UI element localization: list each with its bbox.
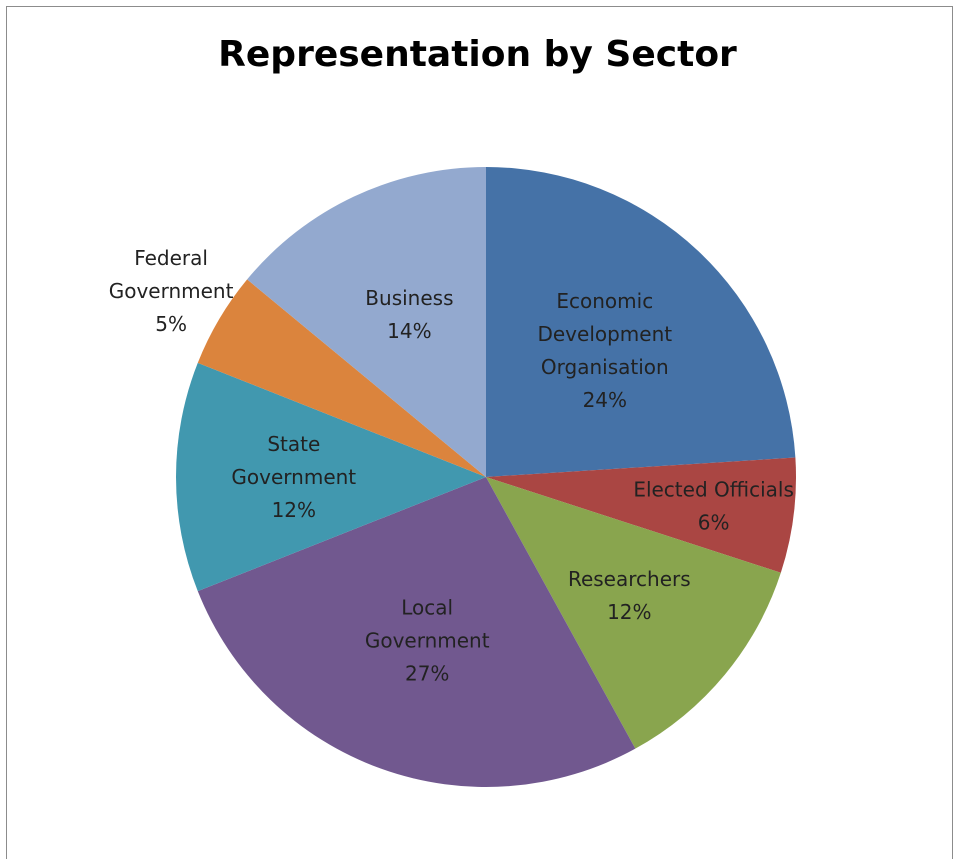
pie-label-business: Business 14%	[365, 286, 453, 343]
pie-label-line: Federal	[134, 246, 208, 270]
pie-slice-federal-government	[197, 279, 486, 477]
pie-label-line: Development	[537, 322, 672, 346]
pie-label-line: Business	[365, 286, 453, 310]
pie-label-economic-development-organisation: Economic Development Organisation 24%	[537, 289, 672, 412]
pie-label-state-government: State Government 12%	[231, 432, 356, 522]
pie-label-line: Local	[401, 595, 453, 619]
pie-label-percent: 14%	[387, 319, 431, 343]
pie-slice-elected-officials	[486, 457, 797, 573]
pie-slice-state-government	[176, 362, 486, 592]
pie-label-line: Government	[231, 465, 356, 489]
pie-label-percent: 12%	[607, 600, 651, 624]
pie-slice-economic-development-organisation	[486, 167, 796, 477]
pie-label-percent: 12%	[272, 498, 316, 522]
pie-labels: Economic Development Organisation 24% Electe…	[109, 246, 794, 686]
pie-label-elected-officials: Elected Officials 6%	[633, 477, 794, 534]
pie-label-line: Economic	[556, 289, 653, 313]
pie-label-line: Government	[109, 279, 234, 303]
pie-label-local-government: Local Government 27%	[365, 595, 490, 685]
pie-label-percent: 5%	[155, 312, 187, 336]
pie-label-percent: 6%	[698, 510, 730, 534]
pie-label-line: Researchers	[568, 567, 691, 591]
chart-title: Representation by Sector	[218, 34, 737, 75]
pie-label-line: State	[267, 432, 320, 456]
pie-label-researchers: Researchers 12%	[568, 567, 691, 624]
pie-label-percent: 24%	[583, 388, 627, 412]
pie-slices	[176, 167, 797, 788]
pie-slice-researchers	[486, 477, 781, 749]
pie-label-percent: 27%	[405, 661, 449, 685]
pie-label-line: Government	[365, 628, 490, 652]
pie-label-line: Organisation	[541, 355, 669, 379]
pie-slice-local-government	[197, 477, 636, 788]
pie-label-line: Elected Officials	[633, 477, 794, 501]
pie-slice-business	[247, 167, 486, 477]
pie-label-federal-government: Federal Government 5%	[109, 246, 234, 336]
